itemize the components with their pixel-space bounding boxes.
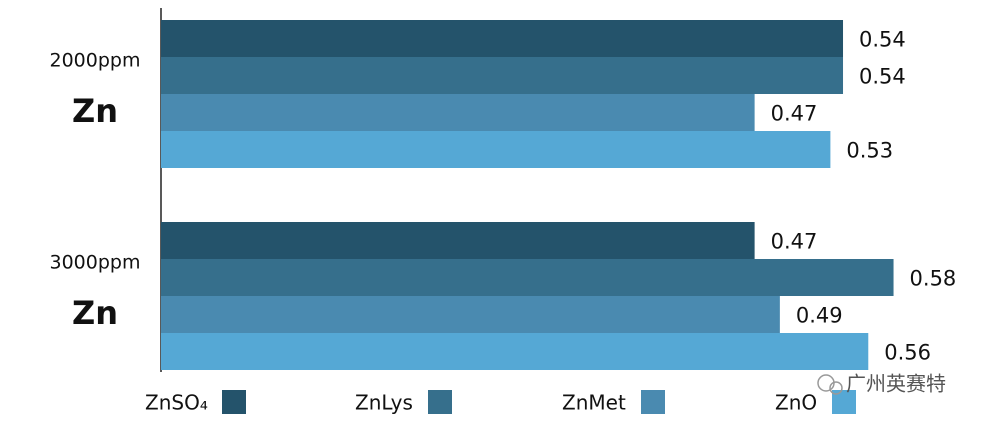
bar [161, 131, 831, 168]
bar [161, 222, 755, 259]
watermark: 广州英赛特 [817, 372, 946, 396]
bar [161, 333, 869, 370]
legend-swatch [641, 390, 665, 414]
category-label: Zn [72, 294, 118, 332]
legend-swatch [222, 390, 246, 414]
legend-label: ZnLys [355, 391, 413, 415]
category-label: 3000ppm [50, 252, 141, 274]
bar [161, 259, 894, 296]
value-label: 0.54 [859, 28, 906, 52]
value-label: 0.49 [796, 304, 843, 328]
watermark-icon [829, 381, 843, 395]
value-label: 0.54 [859, 65, 906, 89]
value-label: 0.47 [771, 230, 818, 254]
category-label: Zn [72, 92, 118, 130]
category-label: 2000ppm [50, 50, 141, 72]
bar [161, 57, 844, 94]
bar [161, 94, 755, 131]
value-label: 0.56 [884, 341, 931, 365]
value-label: 0.47 [771, 102, 818, 126]
bar [161, 20, 844, 57]
legend-label: ZnMet [562, 391, 626, 415]
legend-label: ZnO [775, 391, 817, 415]
watermark-text: 广州英赛特 [846, 372, 946, 396]
value-label: 0.53 [846, 139, 893, 163]
legend-label: ZnSO₄ [145, 391, 208, 415]
legend-swatch [428, 390, 452, 414]
bar [161, 296, 780, 333]
value-label: 0.58 [910, 267, 957, 291]
